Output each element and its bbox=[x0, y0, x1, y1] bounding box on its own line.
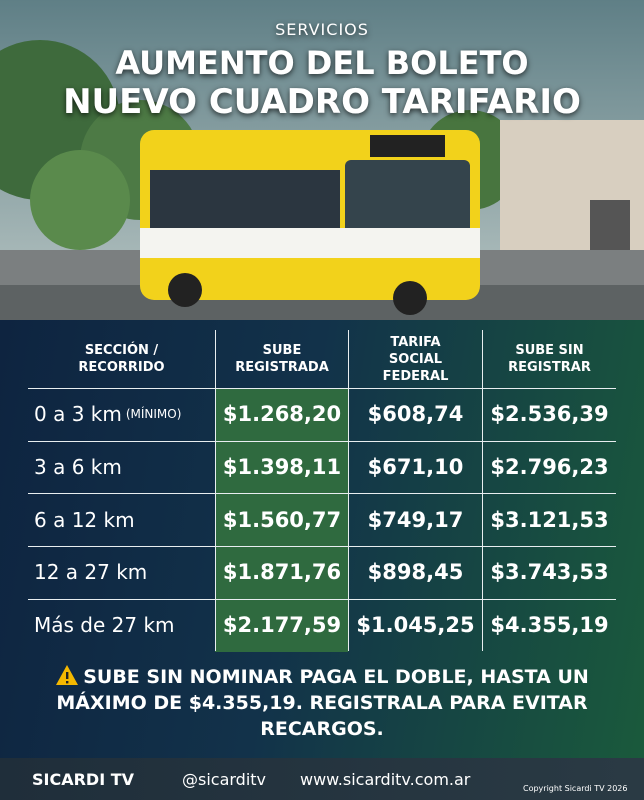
column-header: SUBE SIN REGISTRAR bbox=[482, 330, 616, 388]
website: www.sicarditv.com.ar bbox=[300, 770, 471, 789]
table-row: 12 a 27 km $1.871,76 $898,45 $3.743,53 bbox=[28, 546, 616, 600]
footer: SICARDI TV @sicarditv www.sicarditv.com.… bbox=[0, 758, 644, 800]
bus-photo bbox=[0, 0, 644, 320]
brand: SICARDI TV bbox=[32, 770, 135, 789]
table-row: 0 a 3 km (MÍNIMO) $1.268,20 $608,74 $2.536,3… bbox=[28, 388, 616, 442]
section-cell: 0 a 3 km (MÍNIMO) bbox=[28, 388, 215, 441]
fare-value: $671,10 bbox=[348, 440, 482, 494]
warning-text: SUBE SIN NOMINAR PAGA EL DOBLE, HASTA UN… bbox=[56, 666, 589, 740]
fare-value: $1.560,77 bbox=[215, 493, 348, 547]
fare-value: $3.743,53 bbox=[482, 546, 616, 599]
section-label: 0 a 3 km bbox=[34, 402, 122, 427]
table-row: Más de 27 km $2.177,59 $1.045,25 $4.355,19 bbox=[28, 598, 616, 652]
fare-value: $3.121,53 bbox=[482, 493, 616, 547]
title: NUEVO CUADRO TARIFARIO bbox=[63, 82, 581, 122]
column-header: TARIFA SOCIAL FEDERAL bbox=[348, 330, 482, 388]
fare-value: $1.398,11 bbox=[215, 440, 348, 494]
fare-value: $1.045,25 bbox=[348, 598, 482, 652]
column-header: SUBE REGISTRADA bbox=[215, 330, 348, 388]
fare-value: $1.871,76 bbox=[215, 546, 348, 599]
table-row: 3 a 6 km $1.398,11 $671,10 $2.796,23 bbox=[28, 440, 616, 495]
section-label: 3 a 6 km bbox=[34, 455, 122, 480]
section-label: Más de 27 km bbox=[34, 613, 175, 638]
section-note: (MÍNIMO) bbox=[125, 407, 182, 422]
fare-value: $749,17 bbox=[348, 493, 482, 547]
section-cell: 3 a 6 km bbox=[28, 441, 215, 494]
fare-value: $2.536,39 bbox=[482, 388, 616, 441]
section-label: 12 a 27 km bbox=[34, 560, 148, 585]
handle: @sicarditv bbox=[182, 770, 267, 789]
fare-value: $1.268,20 bbox=[215, 388, 348, 441]
header-row: SECCIÓN / RECORRIDO SUBE REGISTRADA TARIFA… bbox=[28, 330, 616, 389]
fare-value: $2.177,59 bbox=[215, 598, 348, 652]
kicker: SERVICIOS bbox=[275, 20, 369, 39]
warning-icon bbox=[56, 665, 79, 685]
warning: SUBE SIN NOMINAR PAGA EL DOBLE, HASTA UN… bbox=[30, 664, 614, 742]
copyright: Copyright Sicardi TV 2026 bbox=[523, 784, 628, 793]
title: AUMENTO DEL BOLETO bbox=[115, 44, 529, 82]
fare-value: $608,74 bbox=[348, 388, 482, 441]
fare-value: $898,45 bbox=[348, 546, 482, 599]
highlight-column bbox=[215, 388, 348, 652]
fare-value: $4.355,19 bbox=[482, 598, 616, 652]
table-row: 6 a 12 km $1.560,77 $749,17 $3.121,53 bbox=[28, 493, 616, 548]
section-label: 6 a 12 km bbox=[34, 507, 135, 532]
section-cell: Más de 27 km bbox=[28, 599, 215, 652]
column-header: SECCIÓN / RECORRIDO bbox=[78, 343, 165, 375]
fare-value: $2.796,23 bbox=[482, 440, 616, 494]
section-cell: 6 a 12 km bbox=[28, 493, 215, 546]
section-cell: 12 a 27 km bbox=[28, 546, 215, 599]
